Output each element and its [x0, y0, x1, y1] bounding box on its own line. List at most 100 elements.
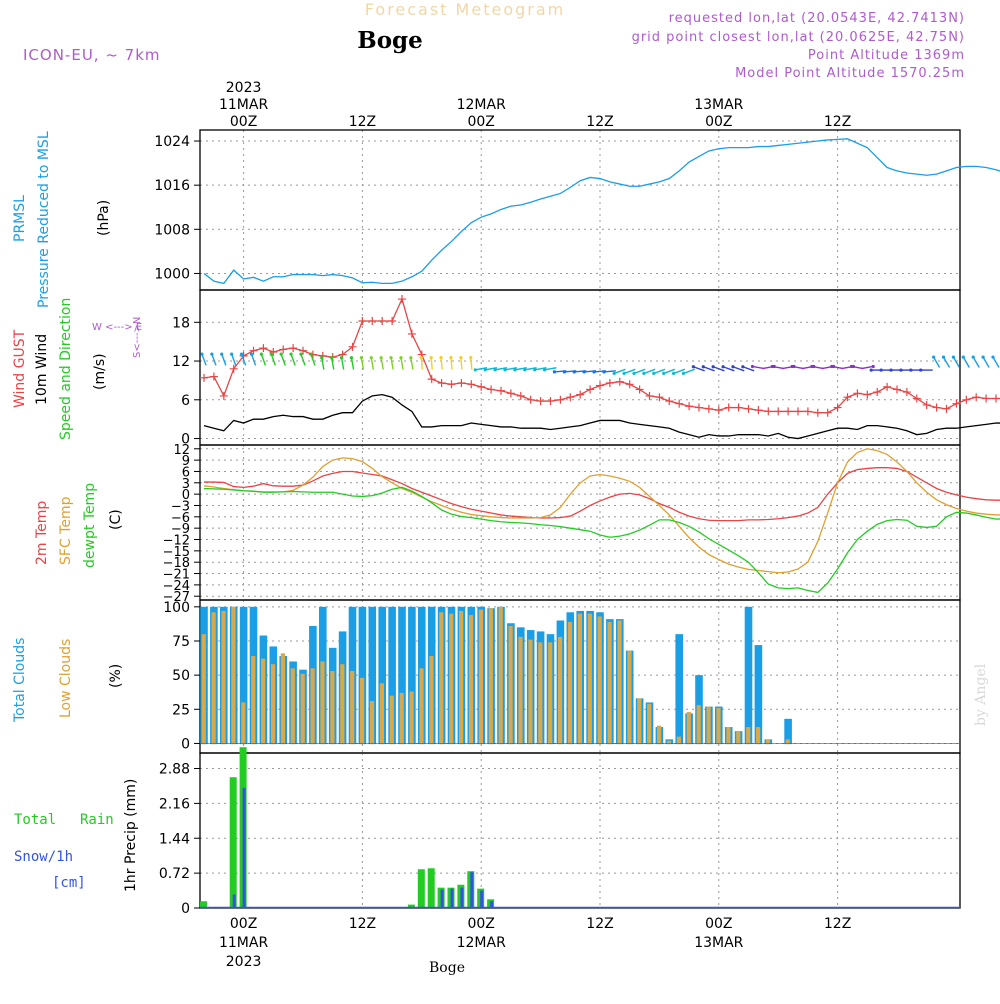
low-cloud-bar [399, 692, 404, 745]
watermark: by Angel [973, 663, 989, 726]
wind-arrow [280, 353, 286, 366]
snow-unit: [cm] [52, 875, 86, 891]
top-time-label: 2023 [226, 80, 262, 96]
gust-point [685, 402, 694, 411]
low-cloud-bar [280, 653, 285, 745]
wind-arrow-head [951, 355, 956, 359]
wind-arrow-head [339, 356, 344, 360]
wind-arrow [683, 368, 695, 375]
snow-bar [450, 888, 454, 908]
gust-point [566, 393, 575, 402]
ytick-label: −9 [171, 522, 190, 537]
low-cloud-bar [558, 636, 563, 745]
total-cloud-bar [754, 645, 763, 745]
wind-arrow-head [572, 370, 576, 374]
wind-label: 10m Wind [34, 334, 50, 405]
bottom-time-label: 12Z [349, 916, 376, 932]
wind-arrow [390, 357, 394, 370]
wind-arrow [722, 366, 735, 372]
wind-arrow-head [810, 364, 814, 369]
gust-point [754, 406, 763, 415]
gust-point [497, 386, 505, 395]
total-cloud-bar [408, 606, 416, 745]
footer-location: Boge [429, 960, 465, 976]
low-cloud-bar [201, 634, 206, 745]
wind-arrow-head [552, 370, 557, 374]
ytick-label: 0 [182, 488, 190, 503]
wind-arrow-head [469, 356, 473, 360]
low-cloud-bar [637, 698, 642, 745]
wind-arrow [370, 357, 375, 370]
gust-point [516, 391, 525, 400]
low-cloud-bar [686, 712, 691, 745]
dewpt-line [203, 486, 1000, 594]
bottom-time-label: 12Z [824, 916, 851, 932]
wind-arrow-head [721, 365, 725, 369]
low-cloud-bar [726, 727, 731, 745]
gust-point [803, 407, 812, 416]
grid-point-coords: grid point closest lon,lat (20.0625E, 42… [632, 30, 965, 45]
wind-arrow-head [981, 355, 985, 359]
wind-arrow-head [459, 356, 463, 360]
gust-point [992, 394, 1000, 403]
gust-point [536, 397, 545, 406]
wind-arrow [485, 367, 498, 371]
wind-arrow-head [503, 368, 507, 372]
gust-point [665, 397, 674, 406]
wind-arrow [260, 353, 267, 366]
sfc-line [203, 448, 1000, 574]
gust-point [398, 295, 406, 304]
wind-arrow-head [711, 365, 715, 369]
wind-arrow [942, 356, 951, 368]
rain-bar [407, 904, 415, 908]
gust-point [625, 380, 634, 389]
total-cloud-label: Total Clouds [12, 638, 28, 723]
wind-arrow-head [871, 364, 875, 369]
low-cloud-bar [647, 703, 652, 745]
gust-point [605, 379, 614, 387]
wind-arrow-head [622, 371, 626, 376]
bottom-time-label: 13MAR [694, 935, 743, 951]
gust-point [556, 395, 565, 404]
snow-bar [490, 901, 494, 908]
wind-line [203, 393, 1000, 440]
wind-arrow [992, 356, 1000, 368]
top-time-label: 00Z [230, 114, 257, 130]
wind-arrow-head [652, 371, 656, 376]
ytick-label: 1024 [154, 134, 190, 150]
snow-bar [242, 787, 246, 908]
panel-frame [199, 752, 961, 909]
wind-arrow-head [642, 371, 646, 376]
wind-arrow-head [279, 352, 283, 356]
wind-arrow [643, 368, 656, 375]
ytick-label: 25 [172, 702, 190, 718]
snow-bar [480, 890, 484, 908]
gust-point [358, 317, 367, 325]
gust-point [259, 344, 268, 353]
gust-point [794, 407, 802, 416]
gust-point [249, 346, 258, 355]
gust-point [942, 404, 951, 413]
wind-arrow [742, 366, 755, 372]
low-cloud-bar [290, 668, 295, 745]
wind-arrow-head [770, 364, 774, 369]
wind-arrow-head [483, 368, 487, 372]
panel-1: 0 6 12 18 [172, 289, 1000, 448]
low-cloud-bar [478, 609, 483, 745]
precip-labels: Total Rain Snow/1h [cm] 1hr Precip (mm) [14, 779, 139, 892]
rain-bar [200, 901, 207, 908]
wind-unit: (m/s) [92, 353, 108, 390]
gust-point [526, 395, 535, 404]
wind-arrow-head [259, 352, 263, 356]
gust-point [724, 403, 733, 412]
low-cloud-bar [607, 621, 612, 745]
gust-point [813, 408, 822, 417]
wind-arrow [693, 366, 705, 372]
gust-point [407, 329, 416, 338]
gust-point [348, 342, 357, 351]
sfc-label: SFC Temp [58, 496, 74, 565]
wind-arrow [211, 353, 217, 366]
low-cloud-bar [617, 620, 622, 745]
